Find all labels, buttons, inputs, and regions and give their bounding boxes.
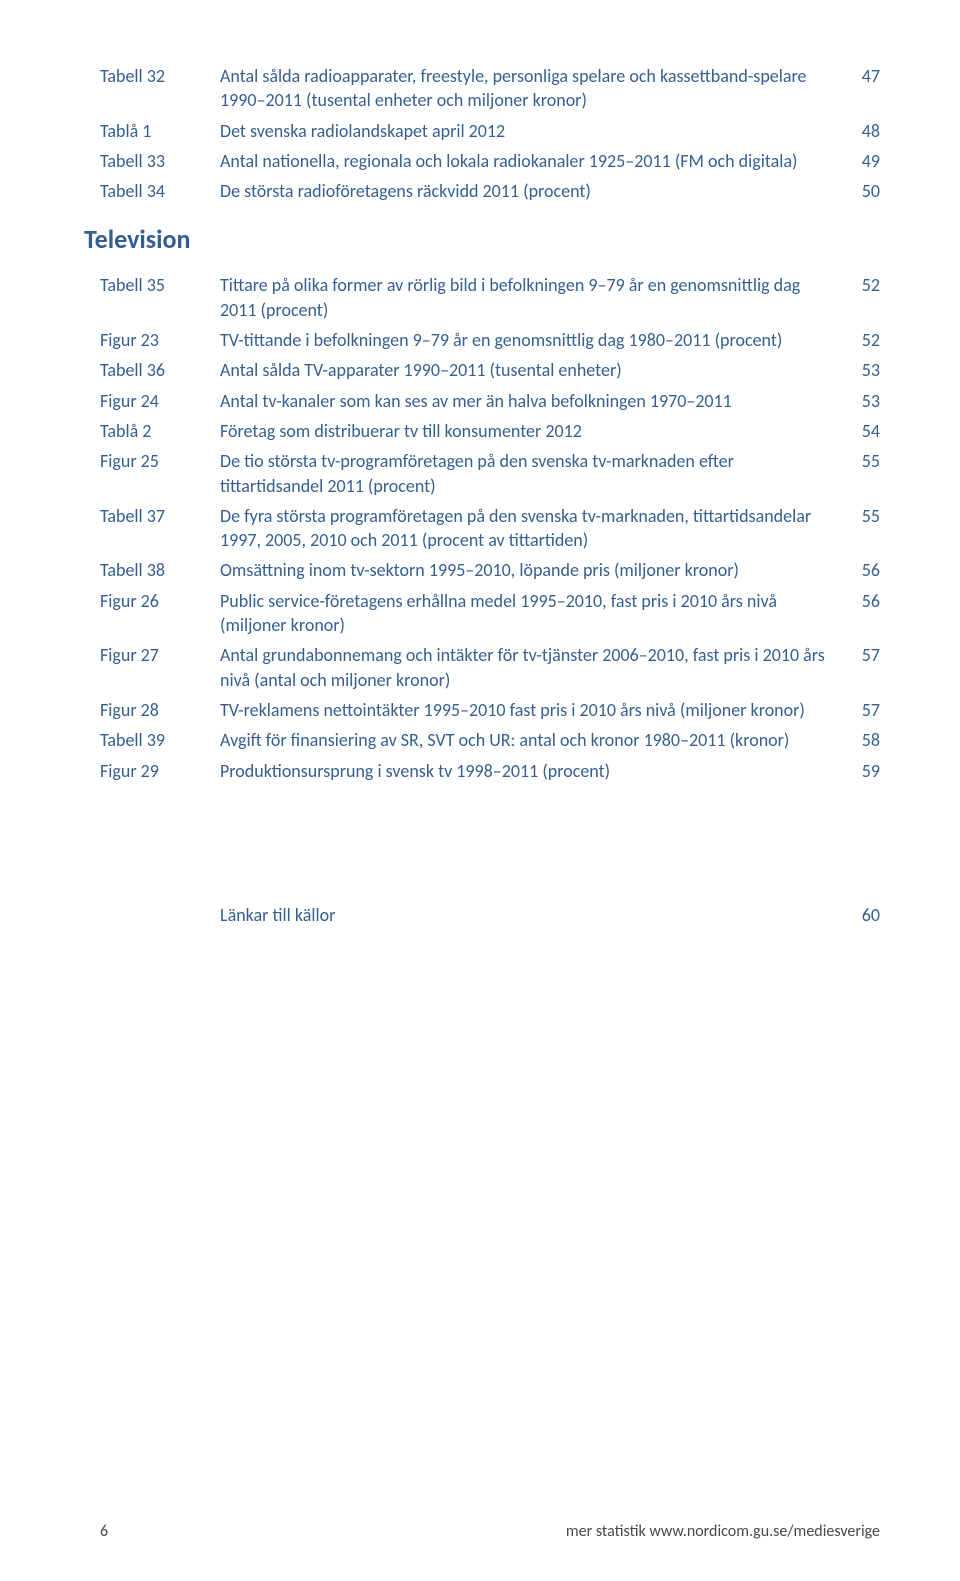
toc-desc: Antal sålda radioapparater, freestyle, p… bbox=[220, 64, 844, 113]
toc-label: Tabell 37 bbox=[100, 504, 220, 528]
toc-label: Tabell 35 bbox=[100, 273, 220, 297]
toc-desc: TV-reklamens nettointäkter 1995–2010 fas… bbox=[220, 698, 844, 722]
toc-desc: Antal nationella, regionala och lokala r… bbox=[220, 149, 844, 173]
document-page: Tabell 32 Antal sålda radioapparater, fr… bbox=[0, 0, 960, 1581]
toc-label: Figur 29 bbox=[100, 759, 220, 783]
toc-label: Figur 24 bbox=[100, 389, 220, 413]
toc-desc: Antal tv-kanaler som kan ses av mer än h… bbox=[220, 389, 844, 413]
toc-desc: De största radioföretagens räckvidd 2011… bbox=[220, 179, 844, 203]
toc-label: Tabell 34 bbox=[100, 179, 220, 203]
toc-page: 55 bbox=[844, 504, 880, 528]
toc-row: Tablå 2 Företag som distribuerar tv till… bbox=[100, 419, 880, 443]
toc-row: Tabell 33 Antal nationella, regionala oc… bbox=[100, 149, 880, 173]
footer-page-number: 6 bbox=[100, 1522, 108, 1541]
toc-row: Tabell 39 Avgift för finansiering av SR,… bbox=[100, 728, 880, 752]
toc-label: Figur 26 bbox=[100, 589, 220, 613]
toc-page: 47 bbox=[844, 64, 880, 88]
toc-desc: Tittare på olika former av rörlig bild i… bbox=[220, 273, 844, 322]
toc-desc: De fyra största programföretagen på den … bbox=[220, 504, 844, 553]
toc-page: 52 bbox=[844, 328, 880, 352]
toc-label: Tablå 2 bbox=[100, 419, 220, 443]
section-heading: Television bbox=[84, 223, 880, 255]
toc-page: 56 bbox=[844, 589, 880, 613]
toc-page: 52 bbox=[844, 273, 880, 297]
toc-desc: Produktionsursprung i svensk tv 1998–201… bbox=[220, 759, 844, 783]
toc-page: 58 bbox=[844, 728, 880, 752]
toc-row: Figur 27 Antal grundabonnemang och intäk… bbox=[100, 643, 880, 692]
toc-label: Tabell 32 bbox=[100, 64, 220, 88]
toc-desc: Antal sålda TV-apparater 1990–2011 (tuse… bbox=[220, 358, 844, 382]
toc-label: Tabell 39 bbox=[100, 728, 220, 752]
toc-desc: Omsättning inom tv-sektorn 1995–2010, lö… bbox=[220, 558, 844, 582]
toc-page: 49 bbox=[844, 149, 880, 173]
toc-desc: Avgift för finansiering av SR, SVT och U… bbox=[220, 728, 844, 752]
toc-page: 53 bbox=[844, 389, 880, 413]
toc-row: Tabell 32 Antal sålda radioapparater, fr… bbox=[100, 64, 880, 113]
toc-page: 57 bbox=[844, 698, 880, 722]
toc-label: Tabell 33 bbox=[100, 149, 220, 173]
toc-row: Figur 25 De tio största tv-programföreta… bbox=[100, 449, 880, 498]
toc-desc: Det svenska radiolandskapet april 2012 bbox=[220, 119, 844, 143]
toc-page: 55 bbox=[844, 449, 880, 473]
toc-row: Figur 24 Antal tv-kanaler som kan ses av… bbox=[100, 389, 880, 413]
toc-desc: Public service-företagens erhållna medel… bbox=[220, 589, 844, 638]
footer-link-text: mer statistik www.nordicom.gu.se/mediesv… bbox=[566, 1522, 880, 1541]
toc-page: 56 bbox=[844, 558, 880, 582]
toc-page: 60 bbox=[844, 903, 880, 927]
toc-desc: Företag som distribuerar tv till konsume… bbox=[220, 419, 844, 443]
toc-page: 59 bbox=[844, 759, 880, 783]
toc-page: 57 bbox=[844, 643, 880, 667]
toc-row: Tabell 38 Omsättning inom tv-sektorn 199… bbox=[100, 558, 880, 582]
toc-label: Figur 25 bbox=[100, 449, 220, 473]
toc-label: Figur 23 bbox=[100, 328, 220, 352]
toc-label: Figur 28 bbox=[100, 698, 220, 722]
toc-row: Tablå 1 Det svenska radiolandskapet apri… bbox=[100, 119, 880, 143]
page-footer: 6 mer statistik www.nordicom.gu.se/medie… bbox=[100, 1522, 880, 1541]
toc-row: Tabell 37 De fyra största programföretag… bbox=[100, 504, 880, 553]
toc-row: Figur 29 Produktionsursprung i svensk tv… bbox=[100, 759, 880, 783]
toc-desc: De tio största tv-programföretagen på de… bbox=[220, 449, 844, 498]
toc-page: 48 bbox=[844, 119, 880, 143]
toc-row: Tabell 35 Tittare på olika former av rör… bbox=[100, 273, 880, 322]
toc-row: Tabell 36 Antal sålda TV-apparater 1990–… bbox=[100, 358, 880, 382]
toc-row: Tabell 34 De största radioföretagens räc… bbox=[100, 179, 880, 203]
toc-row: Figur 23 TV-tittande i befolkningen 9–79… bbox=[100, 328, 880, 352]
toc-label: Tablå 1 bbox=[100, 119, 220, 143]
toc-desc: Länkar till källor bbox=[220, 903, 844, 927]
toc-desc: TV-tittande i befolkningen 9–79 år en ge… bbox=[220, 328, 844, 352]
toc-label: Tabell 38 bbox=[100, 558, 220, 582]
toc-page: 53 bbox=[844, 358, 880, 382]
toc-label: Figur 27 bbox=[100, 643, 220, 667]
toc-row: Länkar till källor 60 bbox=[100, 903, 880, 927]
toc-row: Figur 26 Public service-företagens erhål… bbox=[100, 589, 880, 638]
toc-desc: Antal grundabonnemang och intäkter för t… bbox=[220, 643, 844, 692]
toc-page: 50 bbox=[844, 179, 880, 203]
toc-label: Tabell 36 bbox=[100, 358, 220, 382]
toc-row: Figur 28 TV-reklamens nettointäkter 1995… bbox=[100, 698, 880, 722]
toc-page: 54 bbox=[844, 419, 880, 443]
